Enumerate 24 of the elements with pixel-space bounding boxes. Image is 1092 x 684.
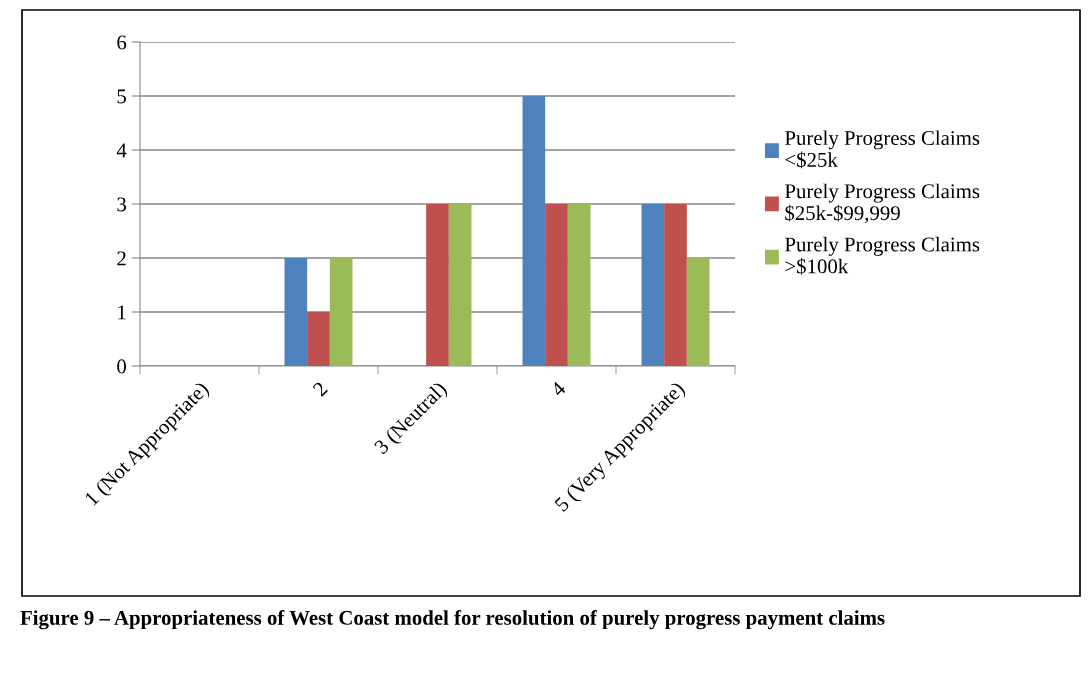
y-tick-label: 5 xyxy=(117,89,126,104)
bar xyxy=(522,96,546,366)
text: Figure 9 – Appropriateness of West Coast model for resolution of purely progress payment claims xyxy=(20,610,885,630)
bar xyxy=(641,204,665,366)
x-tick-label: 4 xyxy=(549,380,567,398)
legend-label: Purely Progress Claims $25k-$99,999 xyxy=(785,183,980,224)
y-tick-label: 4 xyxy=(116,143,127,158)
y-tick-label: 0 xyxy=(117,359,127,374)
bar xyxy=(545,204,568,366)
bar xyxy=(426,204,449,366)
bar xyxy=(307,312,330,366)
legend-label: Purely Progress Claims >$100k xyxy=(785,236,980,275)
x-tick-label: 2 xyxy=(312,381,328,397)
y-tick-label: 3 xyxy=(117,197,126,212)
bar xyxy=(284,258,308,366)
bar xyxy=(686,258,710,366)
y-tick-label: 6 xyxy=(117,35,127,50)
legend-label: Purely Progress Claims <$25k xyxy=(785,130,980,169)
bar xyxy=(664,204,687,366)
y-tick-label: 1 xyxy=(118,305,126,320)
bar xyxy=(567,204,591,366)
bar xyxy=(329,258,353,366)
bar xyxy=(448,204,472,366)
y-tick-label: 2 xyxy=(117,251,126,266)
